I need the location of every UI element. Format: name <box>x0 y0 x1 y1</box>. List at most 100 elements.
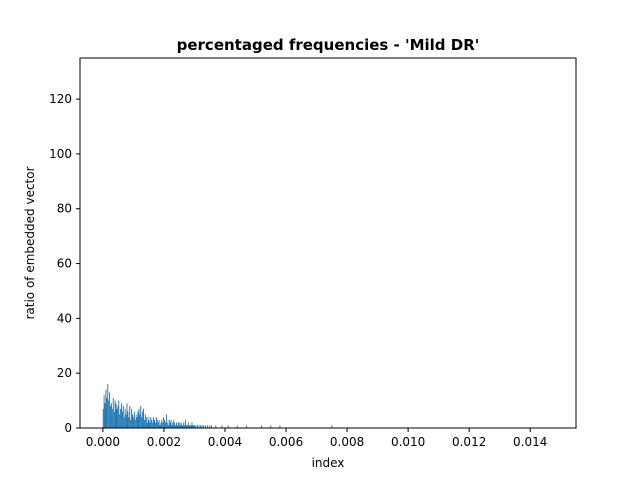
histogram-bar <box>115 403 117 428</box>
histogram-bar <box>120 408 122 428</box>
histogram-bar <box>176 422 177 428</box>
histogram-bar <box>160 422 162 428</box>
histogram-bar <box>152 422 154 428</box>
histogram-bar <box>108 400 110 428</box>
x-tick-label: 0.008 <box>330 435 364 449</box>
histogram-bar <box>128 417 130 428</box>
histogram-bar <box>187 422 189 428</box>
histogram-bar <box>183 422 185 428</box>
histogram-bar <box>167 425 169 428</box>
histogram-bar <box>194 425 196 428</box>
histogram-bar <box>191 422 193 428</box>
chart-title: percentaged frequencies - 'Mild DR' <box>177 36 480 54</box>
histogram-bar <box>176 425 178 428</box>
histogram-bar <box>168 419 170 428</box>
histogram-bar <box>114 400 116 428</box>
y-axis-label: ratio of embedded vector <box>23 166 37 319</box>
x-tick-label: 0.002 <box>147 435 181 449</box>
plot-frame <box>79 57 577 429</box>
histogram-bar <box>165 422 166 428</box>
histogram-bar <box>153 417 155 428</box>
histogram-bar <box>147 417 149 428</box>
histogram-bar <box>159 425 161 428</box>
histogram-bar <box>143 419 145 428</box>
histogram-bar <box>215 425 217 428</box>
histogram-bar <box>106 397 108 428</box>
histogram-bar <box>203 425 205 428</box>
histogram-bar <box>127 411 129 428</box>
histogram-bar <box>185 419 187 428</box>
histogram-bar <box>170 419 172 428</box>
histogram-bar <box>181 425 183 428</box>
histogram-bar <box>200 425 202 428</box>
histogram-bar <box>165 414 167 428</box>
histogram-bar <box>131 408 133 428</box>
histogram-bar <box>162 422 164 428</box>
histogram-bar <box>207 425 209 428</box>
x-tick-label: 0.000 <box>86 435 120 449</box>
histogram-bar <box>103 395 105 428</box>
histogram-bar <box>104 403 106 428</box>
histogram-bar <box>190 425 192 428</box>
y-tick-label: 60 <box>57 257 72 271</box>
histogram-bar <box>144 414 146 428</box>
histogram-bar <box>154 422 156 428</box>
histogram-bar <box>195 425 197 428</box>
x-tick-label: 0.010 <box>391 435 425 449</box>
histogram-bar <box>189 425 191 428</box>
histogram-bar <box>150 417 152 428</box>
histogram-bar <box>211 425 213 428</box>
histogram-bar <box>111 408 113 428</box>
histogram-bar <box>164 419 166 428</box>
histogram-bar <box>117 406 119 428</box>
x-tick-label: 0.012 <box>452 435 486 449</box>
x-tick-label: 0.014 <box>513 435 547 449</box>
histogram-bar <box>209 425 211 428</box>
histogram-bar <box>119 414 121 428</box>
histogram-bar <box>137 411 139 428</box>
histogram-bar <box>221 425 223 428</box>
histogram-bar <box>109 392 111 428</box>
histogram-bar <box>126 403 128 428</box>
y-tick-label: 100 <box>49 147 72 161</box>
histogram-bar <box>186 425 188 428</box>
histogram-bar <box>186 425 187 428</box>
histogram-bar <box>245 425 247 428</box>
x-tick-label: 0.004 <box>208 435 242 449</box>
histogram-bar <box>129 406 131 428</box>
histogram-bar <box>123 417 125 428</box>
histogram-bar <box>118 400 120 428</box>
histogram-bar <box>134 419 136 428</box>
histogram-bar <box>197 425 198 428</box>
histogram-bar <box>201 425 203 428</box>
histogram-bar <box>145 417 147 428</box>
histogram-bar <box>198 425 200 428</box>
histogram-bar <box>179 425 181 428</box>
histogram-bar <box>107 384 109 428</box>
y-tick-label: 120 <box>49 92 72 106</box>
histogram-bar <box>130 419 132 428</box>
histogram-bar <box>154 419 155 428</box>
x-ticks-layer: 0.000 0.002 0.004 0.006 0.008 0.010 0.012 0.014 <box>86 428 547 449</box>
histogram-bar <box>178 422 180 428</box>
histogram-bar <box>174 422 176 428</box>
histogram-bar <box>180 422 182 428</box>
histogram-bar <box>192 425 194 428</box>
histogram-bar <box>161 419 163 428</box>
histogram-bar <box>138 408 140 428</box>
histogram-bar <box>142 411 144 428</box>
histogram-bar <box>177 422 179 428</box>
histogram-bar <box>175 425 176 428</box>
y-tick-label: 0 <box>64 421 72 435</box>
histogram-bar <box>146 422 148 428</box>
bars-layer <box>102 384 333 428</box>
histogram-bar <box>112 397 114 428</box>
histogram-bar <box>156 419 158 428</box>
histogram-bar <box>121 403 122 428</box>
histogram-bar <box>169 422 171 428</box>
histogram-bar <box>139 414 141 428</box>
histogram-bar <box>143 408 144 428</box>
histogram-bar <box>149 422 151 428</box>
histogram-bar <box>279 425 281 428</box>
